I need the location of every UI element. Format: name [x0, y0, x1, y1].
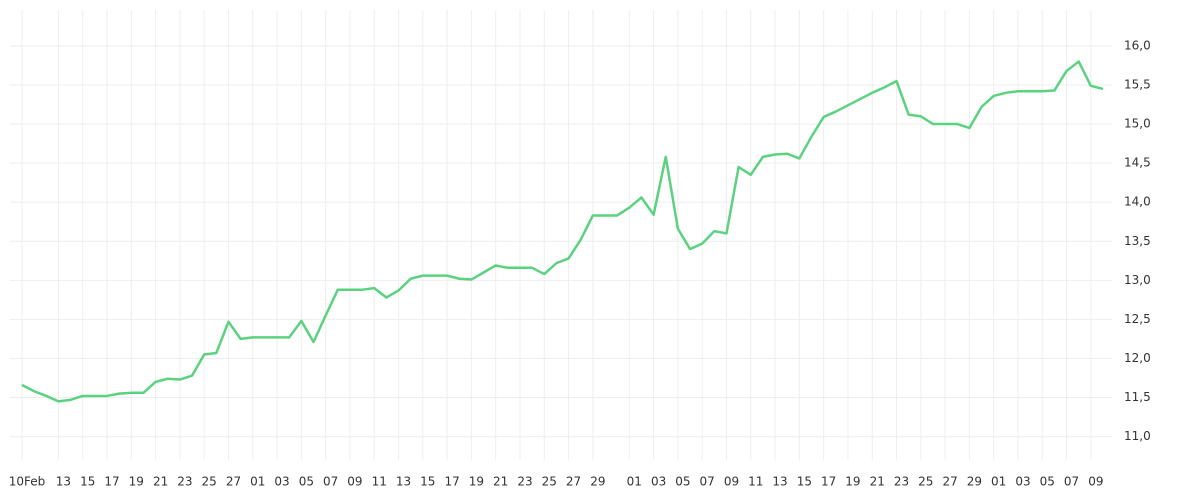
y-tick-label: 11,5: [1124, 390, 1151, 404]
x-tick-label: 07: [1064, 475, 1079, 489]
x-tick-label: 15: [797, 475, 812, 489]
x-tick-label: 19: [845, 475, 860, 489]
x-tick-label: 25: [918, 475, 933, 489]
x-tick-label: 07: [323, 475, 338, 489]
x-tick-label: 29: [967, 475, 982, 489]
x-tick-label: 23: [894, 475, 909, 489]
y-tick-label: 11,0: [1124, 429, 1151, 443]
x-tick-label: 17: [821, 475, 836, 489]
y-tick-label: 12,5: [1124, 312, 1151, 326]
x-tick-label: 15: [80, 475, 95, 489]
y-tick-label: 12,0: [1124, 351, 1151, 365]
x-tick-label: 25: [542, 475, 557, 489]
x-tick-label: 03: [274, 475, 289, 489]
x-tick-label: 10Feb: [9, 475, 46, 489]
x-tick-label: 01: [250, 475, 265, 489]
x-tick-label: 05: [1040, 475, 1055, 489]
x-tick-label: 21: [153, 475, 168, 489]
y-tick-label: 15,0: [1124, 117, 1151, 131]
x-tick-label: 13: [396, 475, 411, 489]
y-tick-label: 15,5: [1124, 78, 1151, 92]
x-tick-label: 13: [56, 475, 71, 489]
x-tick-label: 17: [104, 475, 119, 489]
x-tick-label: 09: [724, 475, 739, 489]
x-tick-label: 03: [1015, 475, 1030, 489]
y-tick-label: 14,5: [1124, 156, 1151, 170]
x-tick-label: 01: [991, 475, 1006, 489]
x-tick-label: 05: [675, 475, 690, 489]
x-tick-label: 27: [226, 475, 241, 489]
y-tick-label: 16,0: [1124, 38, 1151, 52]
x-tick-label: 05: [299, 475, 314, 489]
x-tick-label: 01: [627, 475, 642, 489]
x-tick-label: 27: [942, 475, 957, 489]
y-tick-label: 13,5: [1124, 234, 1151, 248]
x-tick-label: 21: [870, 475, 885, 489]
x-tick-label: 07: [700, 475, 715, 489]
x-tick-label: 09: [347, 475, 362, 489]
x-tick-label: 11: [748, 475, 763, 489]
x-tick-label: 15: [420, 475, 435, 489]
x-tick-label: 27: [566, 475, 581, 489]
x-tick-label: 19: [129, 475, 144, 489]
x-tick-label: 11: [372, 475, 387, 489]
x-tick-label: 19: [469, 475, 484, 489]
y-tick-label: 13,0: [1124, 273, 1151, 287]
x-tick-label: 23: [517, 475, 532, 489]
line-series: [21, 60, 1104, 403]
x-tick-label: 13: [772, 475, 787, 489]
x-tick-label: 23: [177, 475, 192, 489]
x-tick-label: 03: [651, 475, 666, 489]
y-tick-label: 14,0: [1124, 195, 1151, 209]
x-tick-label: 25: [202, 475, 217, 489]
x-tick-label: 17: [444, 475, 459, 489]
x-tick-label: 21: [493, 475, 508, 489]
x-tick-label: 09: [1088, 475, 1103, 489]
x-tick-label: 29: [590, 475, 605, 489]
